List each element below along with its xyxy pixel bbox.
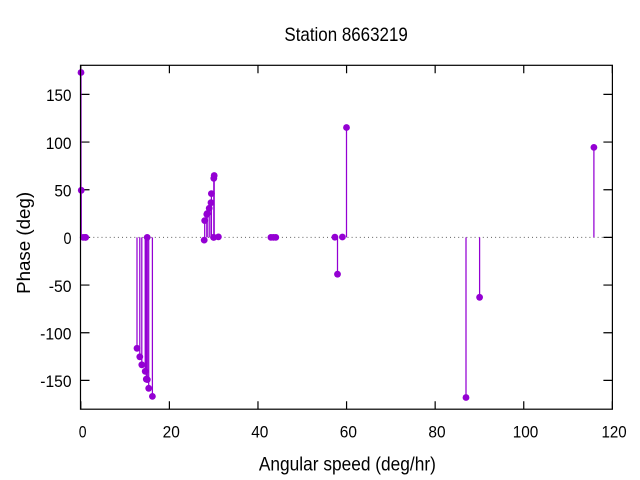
svg-text:100: 100	[513, 423, 539, 442]
svg-text:Station 8663219: Station 8663219	[284, 24, 407, 46]
svg-text:0: 0	[79, 423, 87, 442]
svg-text:50: 50	[54, 181, 71, 200]
svg-text:-100: -100	[40, 324, 71, 343]
svg-text:-50: -50	[49, 277, 72, 296]
svg-text:150: 150	[46, 86, 71, 105]
svg-text:40: 40	[251, 423, 268, 442]
svg-text:-150: -150	[40, 372, 71, 391]
svg-text:Angular speed (deg/hr): Angular speed (deg/hr)	[259, 454, 436, 475]
svg-text:20: 20	[163, 423, 180, 442]
svg-text:100: 100	[46, 134, 72, 153]
svg-text:80: 80	[428, 423, 445, 442]
svg-text:120: 120	[602, 423, 627, 442]
svg-text:Phase (deg): Phase (deg)	[13, 192, 34, 294]
svg-text:60: 60	[340, 423, 357, 442]
svg-text:0: 0	[64, 229, 72, 248]
